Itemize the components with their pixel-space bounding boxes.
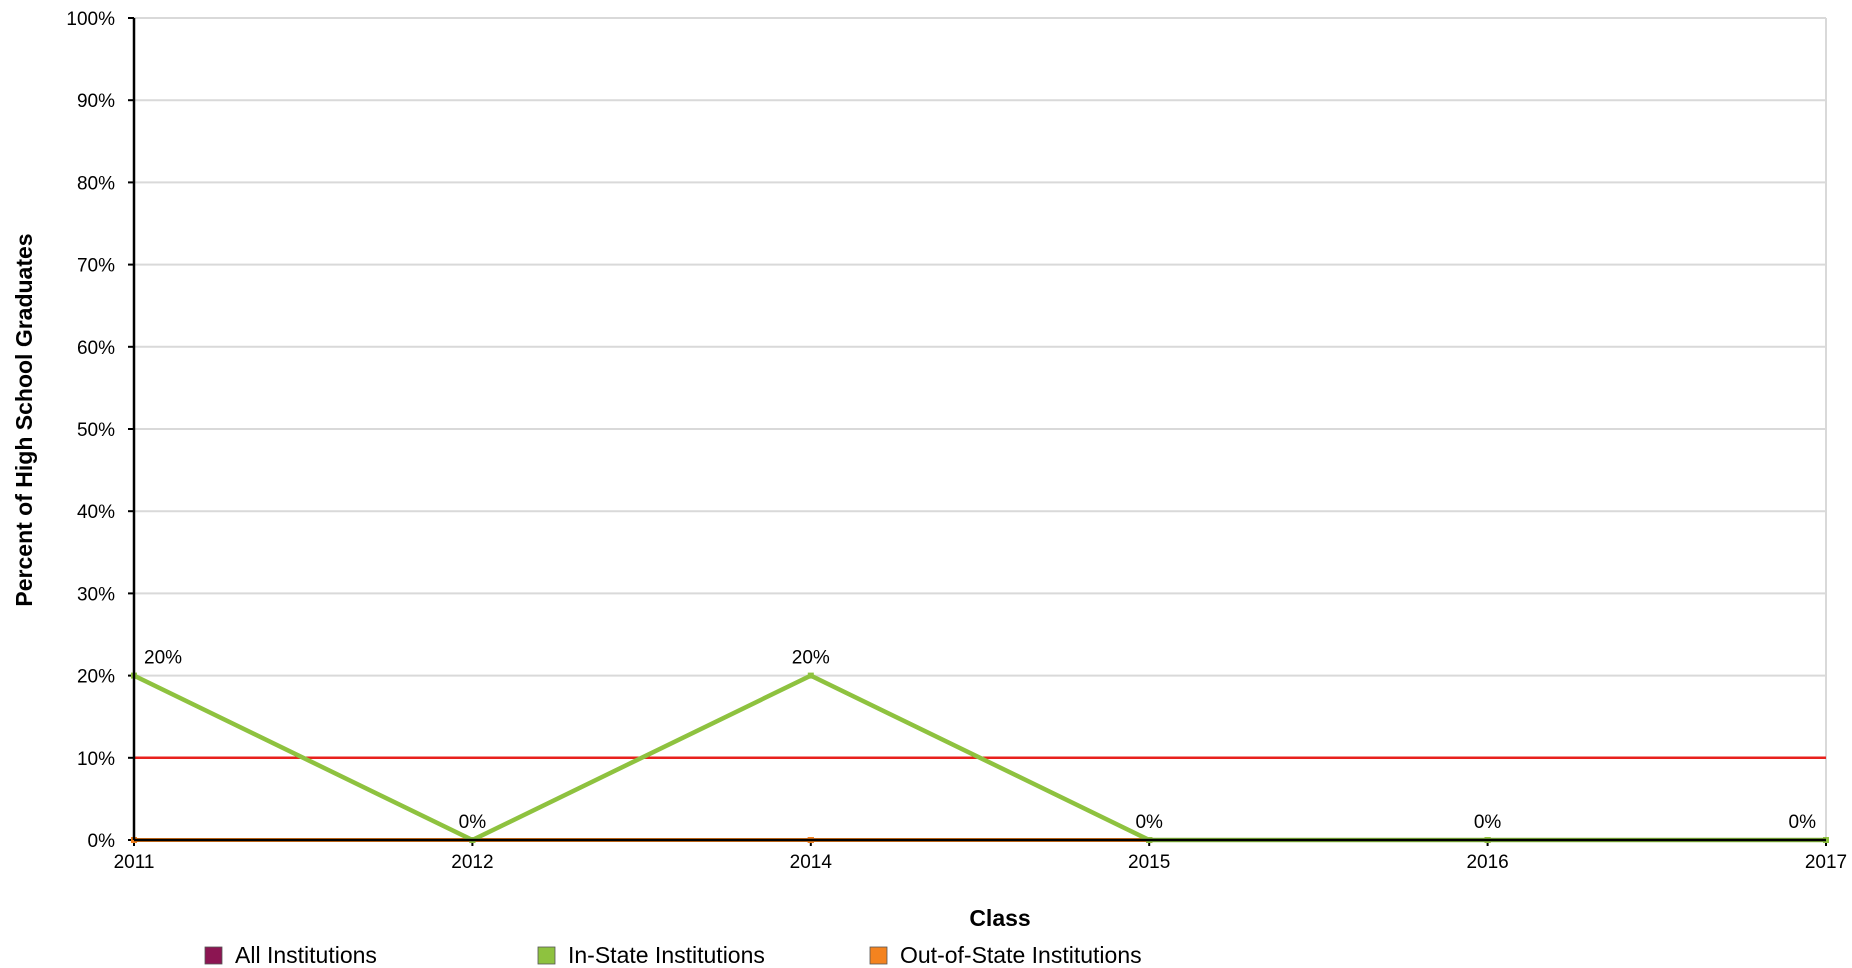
- legend-label: Out-of-State Institutions: [900, 942, 1142, 968]
- legend-swatch: [537, 946, 556, 965]
- x-tick-label: 2015: [1128, 852, 1170, 873]
- data-label: 0%: [1474, 812, 1502, 833]
- data-label: 20%: [792, 648, 830, 669]
- y-tick-label: 30%: [77, 584, 115, 605]
- axes: [132, 18, 1826, 842]
- gridlines: [134, 17, 1827, 840]
- y-tick-label: 0%: [88, 831, 116, 852]
- x-axis-title: Class: [969, 905, 1030, 931]
- y-tick-label: 50%: [77, 420, 115, 441]
- legend-item: All Institutions: [204, 942, 377, 968]
- data-label: 0%: [1789, 812, 1817, 833]
- legend-item: Out-of-State Institutions: [869, 942, 1142, 968]
- x-tick-label: 2017: [1805, 852, 1847, 873]
- y-tick-label: 60%: [77, 338, 115, 359]
- legend-item: In-State Institutions: [537, 942, 765, 968]
- x-tick-label: 2011: [114, 852, 155, 873]
- x-tick-label: 2016: [1466, 852, 1508, 873]
- y-tick-label: 80%: [77, 173, 115, 194]
- y-tick-label: 70%: [77, 256, 115, 277]
- data-label: 0%: [1135, 812, 1163, 833]
- data-label: 20%: [144, 648, 182, 669]
- data-point: [807, 672, 814, 679]
- legend-label: In-State Institutions: [568, 942, 765, 968]
- y-tick-label: 100%: [66, 9, 115, 30]
- y-tick-label: 90%: [77, 91, 115, 112]
- data-label: 0%: [459, 812, 487, 833]
- x-axis-tick-labels: 2011 2012 2014 2015 2016 2017: [114, 840, 1847, 873]
- data-labels: 20% 0% 20% 0% 0% 0%: [144, 648, 1816, 833]
- y-axis-tick-labels: 0% 10% 20% 30% 40% 50% 60% 70% 80% 90% 100%: [66, 9, 134, 852]
- x-tick-label: 2014: [790, 852, 833, 873]
- y-tick-label: 40%: [77, 502, 115, 523]
- legend-swatch: [869, 946, 888, 965]
- y-axis-title: Percent of High School Graduates: [11, 233, 37, 606]
- legend-label: All Institutions: [235, 942, 377, 968]
- legend-swatch: [204, 946, 223, 965]
- x-tick-label: 2012: [451, 852, 493, 873]
- y-tick-label: 10%: [77, 749, 115, 770]
- legend: All Institutions In-State Institutions Out…: [204, 942, 1142, 968]
- y-tick-label: 20%: [77, 667, 115, 688]
